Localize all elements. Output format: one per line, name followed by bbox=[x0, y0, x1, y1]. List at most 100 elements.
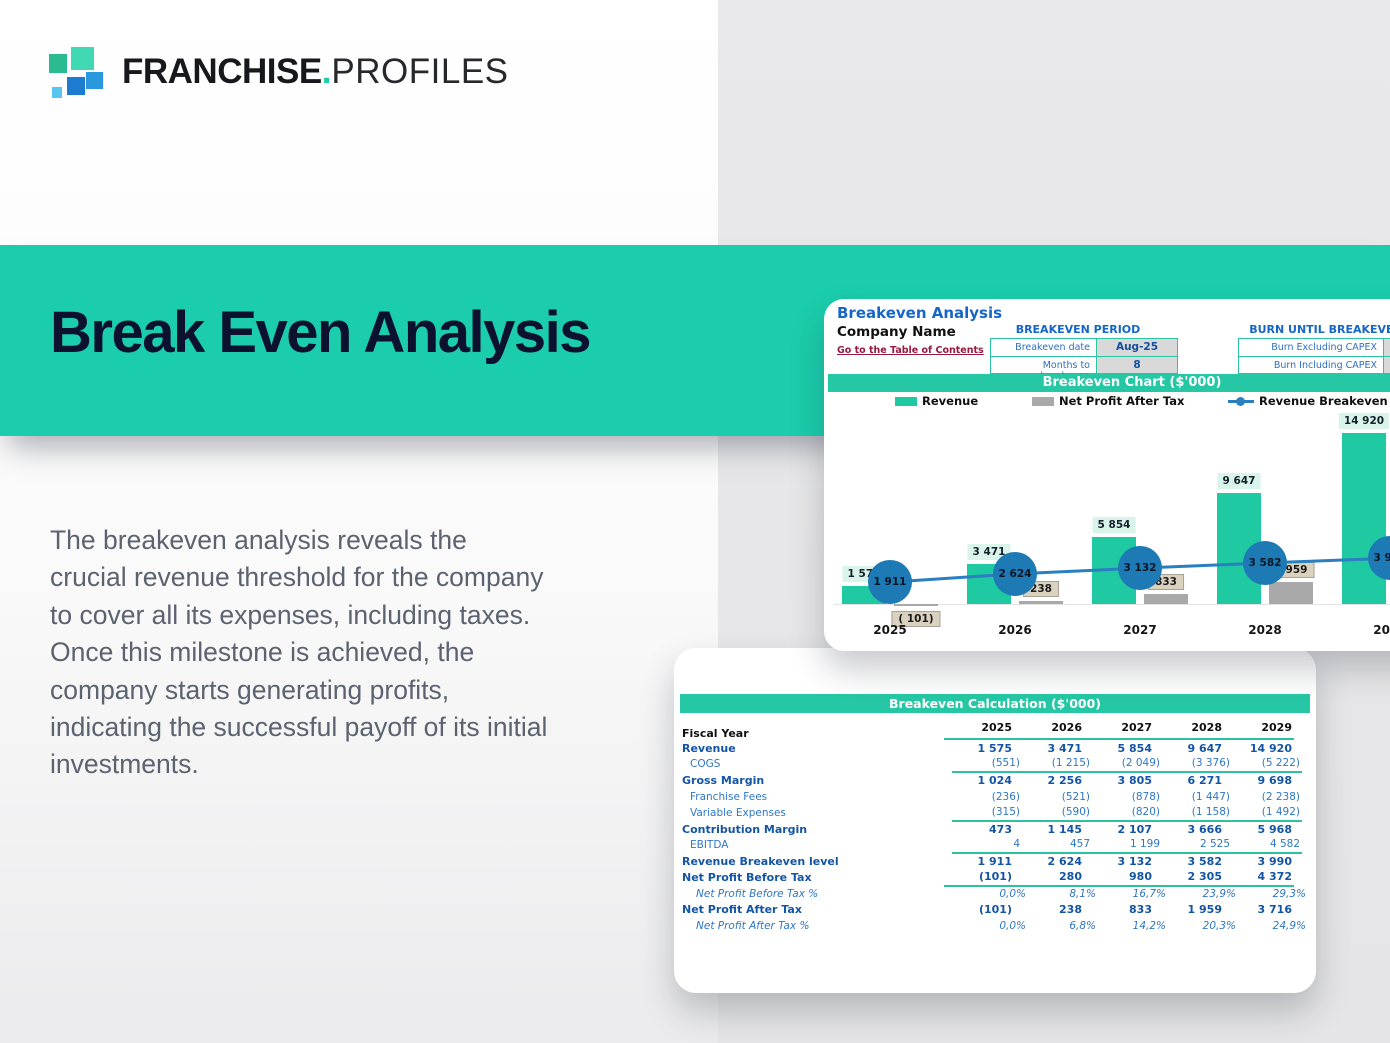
calc-cell: 2 107 bbox=[1117, 822, 1152, 836]
logo-word-profiles: PROFILES bbox=[331, 52, 509, 91]
calc-cell: (101) bbox=[978, 870, 1012, 884]
table-of-contents-link[interactable]: Go to the Table of Contents bbox=[837, 345, 984, 356]
calc-cell: 5 968 bbox=[1257, 822, 1292, 836]
calc-row-values: (551) (1 215) (2 049) (3 376) (5 222) bbox=[952, 755, 1302, 774]
calc-cell: 2 256 bbox=[1047, 773, 1082, 787]
calc-cell: 4 372 bbox=[1257, 870, 1292, 884]
net-profit-bar bbox=[1144, 594, 1188, 604]
calc-row: EBITDA 4 457 1 199 2 525 4 582 bbox=[682, 836, 1304, 855]
breakeven-period-table: Breakeven date Aug-25 Months to breakeve… bbox=[990, 338, 1178, 382]
calc-cell: (2 238) bbox=[1261, 790, 1300, 803]
axis-year-label: 2027 bbox=[1123, 623, 1157, 637]
calc-row-label: Revenue bbox=[682, 741, 736, 755]
legend-npat-label: Net Profit After Tax bbox=[1059, 394, 1185, 408]
calc-cell: 2 624 bbox=[1047, 854, 1082, 868]
fiscal-year-label: Fiscal Year bbox=[682, 727, 749, 740]
breakeven-level-dot: 2 624 bbox=[993, 551, 1037, 596]
calc-cell: 14 920 bbox=[1249, 741, 1292, 755]
logo-square-teal bbox=[49, 54, 67, 73]
calc-cell: (551) bbox=[991, 757, 1020, 770]
workbook-table-card: Breakeven Calculation ($'000) Fiscal Yea… bbox=[674, 648, 1316, 993]
calc-row: Net Profit Before Tax (101) 280 980 2 305 4 3… bbox=[682, 869, 1304, 887]
calc-cell: 4 bbox=[1013, 838, 1020, 851]
net-profit-value-label: ( 101) bbox=[891, 611, 941, 627]
breakeven-chart-plot: 1 575( 101) 2025 3 471 238 2026 5 854 833 2027 9… bbox=[824, 409, 1390, 651]
burn-until-breakeven-title: BURN UNTIL BREAKEVEN bbox=[1249, 323, 1390, 336]
revenue-value-label: 9 647 bbox=[1217, 473, 1261, 490]
breakeven-period-title: BREAKEVEN PERIOD bbox=[1015, 323, 1141, 336]
calc-row: Variable Expenses (315) (590) (820) (1 158)(… bbox=[682, 805, 1304, 822]
year-column-header: 2028 bbox=[1191, 721, 1222, 734]
year-column-header: 2027 bbox=[1121, 721, 1152, 734]
calc-row-values: 0,0% 6,8% 14,2% 20,3% 24,9% bbox=[958, 918, 1308, 934]
calc-row-values: (101) 280 980 2 305 4 372 bbox=[944, 869, 1294, 887]
axis-year-label: 2028 bbox=[1248, 623, 1282, 637]
calc-cell: 1 145 bbox=[1047, 822, 1082, 836]
calc-cell: (521) bbox=[1061, 790, 1090, 803]
calc-cell: (236) bbox=[991, 790, 1020, 803]
calc-row-label: Net Profit Before Tax bbox=[682, 871, 812, 885]
legend-net-profit: Net Profit After Tax bbox=[1032, 394, 1184, 408]
year-column-header: 2029 bbox=[1261, 721, 1292, 734]
breakeven-level-dot: 3 990 bbox=[1368, 536, 1390, 581]
calc-cell: 1 199 bbox=[1129, 838, 1160, 851]
calc-cell: (1 492) bbox=[1261, 805, 1300, 818]
calc-table-header: Fiscal Year 2025 2026 2027 2028 2029 bbox=[682, 716, 1304, 740]
breakeven-date-value: Aug-25 bbox=[1096, 339, 1177, 356]
calc-row-values: 1 024 2 256 3 805 6 271 9 698 bbox=[944, 772, 1294, 788]
calc-cell: 23,9% bbox=[1202, 887, 1236, 900]
year-column-header: 2025 bbox=[981, 721, 1012, 734]
calc-cell: 3 805 bbox=[1117, 773, 1152, 787]
calc-row-label: Contribution Margin bbox=[682, 822, 808, 836]
company-name: Company Name bbox=[837, 324, 956, 340]
breakeven-line-marker-icon bbox=[1228, 396, 1254, 406]
revenue-value-label: 14 920 bbox=[1338, 413, 1390, 429]
calc-cell: 1 959 bbox=[1187, 903, 1222, 917]
net-profit-bar bbox=[894, 604, 938, 606]
calc-cell: 20,3% bbox=[1202, 920, 1236, 933]
breakeven-level-line bbox=[889, 556, 1390, 584]
calc-row: Contribution Margin 473 1 145 2 107 3 666 5 9… bbox=[682, 821, 1304, 837]
calc-row: Net Profit After Tax (101) 238 833 1 959 3 71… bbox=[682, 902, 1304, 918]
calc-cell: 238 bbox=[1059, 903, 1082, 917]
revenue-swatch-icon bbox=[895, 396, 917, 406]
calc-row: Net Profit Before Tax % 0,0% 8,1% 16,7% 23,9… bbox=[682, 886, 1306, 902]
logo-square-lightblue bbox=[52, 87, 62, 98]
calc-cell: 1 575 bbox=[977, 741, 1012, 755]
sheet-title: Breakeven Analysis bbox=[837, 304, 1003, 322]
legend-revenue: Revenue bbox=[895, 394, 978, 408]
x-axis-line bbox=[834, 604, 1390, 605]
calc-cell: 3 990 bbox=[1257, 854, 1292, 868]
calc-row-label: Net Profit After Tax % bbox=[696, 920, 810, 933]
calc-cell: (101) bbox=[978, 903, 1012, 917]
burn-including-capex-label: Burn Including CAPEX bbox=[1239, 356, 1383, 373]
calc-cell: 0,0% bbox=[999, 920, 1026, 933]
year-column-header: 2026 bbox=[1051, 721, 1082, 734]
breakeven-date-label: Breakeven date bbox=[991, 339, 1096, 356]
calc-row-label: Gross Margin bbox=[682, 773, 765, 787]
legend-breakeven-level: Revenue Breakeven level bbox=[1228, 394, 1390, 408]
calc-cell: (590) bbox=[1061, 805, 1090, 818]
calc-cell: 4 582 bbox=[1269, 838, 1300, 851]
calc-cell: (2 049) bbox=[1121, 757, 1160, 770]
calc-row-values: 1 911 2 624 3 132 3 582 3 990 bbox=[944, 853, 1294, 869]
description-text: The breakeven analysis reveals the cruci… bbox=[50, 525, 548, 780]
calc-cell: 0,0% bbox=[999, 887, 1026, 900]
calc-row-values: (236) (521) (878) (1 447) (2 238) bbox=[952, 789, 1302, 805]
logo-square-blue-mid bbox=[67, 77, 85, 95]
calc-cell: 457 bbox=[1069, 838, 1090, 851]
calc-cell: 3 132 bbox=[1117, 854, 1152, 868]
breakeven-calculation-table: Fiscal Year 2025 2026 2027 2028 2029 Revenue… bbox=[682, 716, 1306, 934]
calc-row: Franchise Fees (236) (521) (878) (1 447) (2 2… bbox=[682, 789, 1304, 805]
calc-cell: (1 447) bbox=[1191, 790, 1230, 803]
calc-cell: 6,8% bbox=[1069, 920, 1096, 933]
calc-cell: 3 471 bbox=[1047, 741, 1082, 755]
burn-until-breakeven-table: Burn Excluding CAPEX Burn Including CAPE… bbox=[1238, 338, 1390, 374]
calc-row-label: Variable Expenses bbox=[690, 806, 786, 819]
calc-cell: 29,3% bbox=[1272, 887, 1306, 900]
calc-row-label: Net Profit Before Tax % bbox=[696, 887, 819, 900]
calc-table-title-banner: Breakeven Calculation ($'000) bbox=[680, 694, 1310, 713]
months-to-breakeven-label: Months to breakeven bbox=[991, 356, 1096, 382]
calc-row-values: 4 457 1 199 2 525 4 582 bbox=[952, 836, 1302, 855]
months-to-breakeven-value: 8 bbox=[1096, 356, 1177, 373]
